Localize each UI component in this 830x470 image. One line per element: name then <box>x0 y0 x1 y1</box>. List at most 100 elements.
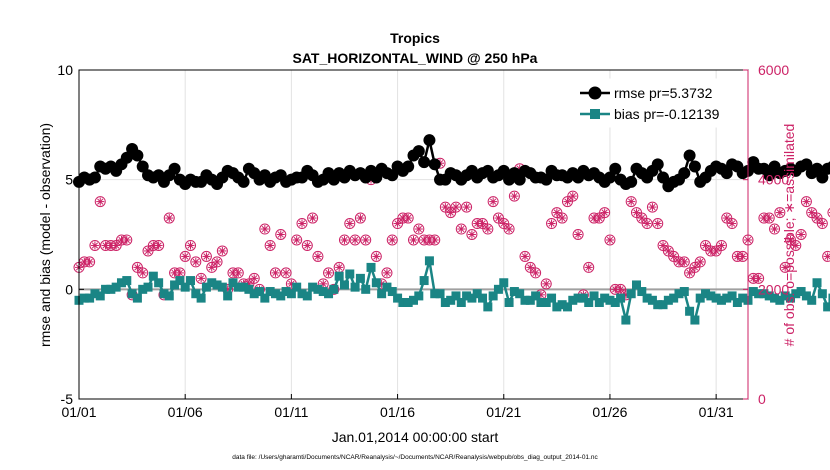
bias-point <box>414 291 424 301</box>
obs-possible-point <box>641 218 653 230</box>
rmse-point <box>402 160 415 173</box>
rmse-point <box>412 145 425 158</box>
bias-point <box>658 300 668 310</box>
obs-possible-point <box>413 223 425 235</box>
bias-point <box>435 289 445 299</box>
obs-possible-point <box>625 196 637 208</box>
obs-possible-point <box>583 261 595 273</box>
obs-assimilated-point <box>494 214 503 223</box>
obs-possible-point <box>386 234 398 246</box>
bias-point <box>329 284 339 294</box>
legend-marker-bias <box>590 109 600 119</box>
bias-point <box>785 293 795 303</box>
bias-point <box>116 278 126 288</box>
obs-assimilated-point <box>648 203 657 212</box>
bias-point <box>632 280 641 290</box>
obs-assimilated-point <box>303 241 312 250</box>
obs-assimilated-point <box>690 263 699 272</box>
y-tick-label-left: 5 <box>65 172 73 188</box>
bias-point <box>488 291 498 301</box>
bias-point <box>255 287 265 297</box>
obs-assimilated-point <box>637 214 646 223</box>
obs-possible-point <box>301 239 313 251</box>
bias-point <box>350 282 360 292</box>
bias-point <box>127 289 137 299</box>
bias-point <box>706 291 716 301</box>
obs-assimilated-point <box>313 252 322 261</box>
bias-point <box>366 262 376 272</box>
rmse-point <box>88 171 101 184</box>
obs-assimilated-point <box>356 214 365 223</box>
bias-series <box>74 256 830 325</box>
bias-point <box>578 293 588 303</box>
x-tick-label: 01/26 <box>592 404 627 420</box>
obs-assimilated-point <box>276 230 285 239</box>
obs-possible-point <box>275 229 287 240</box>
bias-point <box>467 293 477 303</box>
obs-possible-point <box>185 239 196 251</box>
bias-point <box>345 269 355 279</box>
bias-point <box>748 287 758 297</box>
bias-point <box>552 302 562 312</box>
obs-possible-point <box>163 212 175 224</box>
obs-possible-point <box>455 223 467 235</box>
obs-possible-point <box>323 267 335 279</box>
obs-possible-point <box>461 201 473 213</box>
obs-possible-point <box>381 267 393 279</box>
obs-possible-point <box>466 229 478 240</box>
obs-possible-point <box>190 256 202 268</box>
rmse-point <box>513 173 526 186</box>
obs-possible-point <box>694 256 706 268</box>
bias-point <box>483 302 493 312</box>
rmse-point <box>816 171 829 184</box>
bias-point <box>472 289 482 299</box>
legend-label-rmse: rmse pr=5.3732 <box>614 85 713 101</box>
obs-assimilated-point <box>605 235 614 244</box>
rmse-point <box>423 134 436 147</box>
bias-point <box>260 293 270 303</box>
bias-point <box>791 289 801 299</box>
rmse-point <box>540 173 553 186</box>
rmse-point <box>168 162 181 175</box>
obs-assimilated-point <box>398 214 407 223</box>
obs-assimilated-point <box>441 203 450 212</box>
obs-assimilated-point <box>175 268 184 277</box>
y-tick-label-left: -5 <box>61 391 74 407</box>
obs-assimilated-point <box>250 274 259 283</box>
obs-assimilated-point <box>85 257 94 266</box>
obs-assimilated-point <box>298 219 306 228</box>
obs-assimilated-point <box>505 225 514 234</box>
legend-label-bias: bias pr=-0.12139 <box>614 106 720 122</box>
bias-point <box>690 315 700 325</box>
rmse-series <box>73 134 830 193</box>
rmse-point <box>428 158 441 171</box>
bias-point <box>265 287 275 297</box>
obs-assimilated-point <box>420 235 429 244</box>
bias-point <box>286 289 296 299</box>
obs-possible-point <box>800 196 812 208</box>
obs-possible-point <box>195 272 207 284</box>
obs-assimilated-point <box>218 246 227 255</box>
obs-assimilated-point <box>818 219 827 228</box>
obs-assimilated-point <box>653 219 662 228</box>
obs-possible-point <box>556 212 568 224</box>
obs-possible-point <box>487 196 499 208</box>
rmse-point <box>370 171 383 184</box>
obs-assimilated-point <box>207 263 216 272</box>
rmse-point <box>625 175 638 188</box>
obs-assimilated-point <box>765 214 774 223</box>
bias-point <box>600 293 610 303</box>
bias-point <box>557 300 567 310</box>
obs-assimilated-point <box>701 241 710 250</box>
rmse-point <box>763 169 776 182</box>
bias-point <box>509 287 519 297</box>
obs-assimilated-point <box>616 285 625 294</box>
obs-assimilated-point <box>90 241 99 250</box>
bias-point <box>722 293 732 303</box>
bias-point <box>770 293 780 303</box>
bias-point <box>626 289 636 299</box>
obs-possible-point <box>779 261 791 273</box>
bias-point <box>823 302 830 312</box>
bias-point <box>159 289 169 299</box>
obs-assimilated-point <box>542 279 551 288</box>
